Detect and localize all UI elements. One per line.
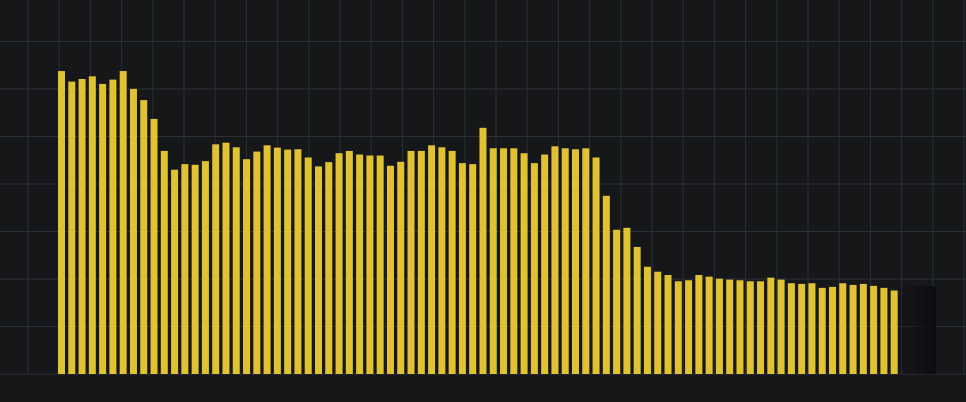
bar (68, 81, 76, 375)
bar (623, 227, 631, 374)
bar (458, 163, 466, 374)
bar (397, 161, 405, 374)
bar (212, 144, 220, 374)
bar (520, 153, 528, 374)
bar (273, 147, 281, 374)
bar (263, 145, 271, 374)
bar (304, 157, 312, 374)
bar (880, 287, 888, 374)
bar (438, 147, 446, 374)
bar (345, 150, 353, 374)
bar (356, 154, 364, 374)
bar (407, 150, 415, 374)
bar (284, 149, 292, 374)
bar (109, 79, 117, 374)
bar (551, 146, 559, 374)
bar (78, 78, 86, 374)
bar (366, 155, 374, 374)
bar (705, 276, 713, 374)
bar (602, 195, 610, 374)
bar (171, 169, 179, 374)
bar (232, 147, 240, 374)
bar (191, 164, 199, 374)
bar (582, 148, 590, 374)
bar (386, 165, 394, 374)
bar (376, 155, 384, 374)
bar (243, 159, 251, 374)
bar (541, 154, 549, 374)
bar (839, 283, 847, 374)
bar (140, 100, 148, 374)
bar (489, 148, 497, 374)
bar (150, 118, 158, 374)
bar (325, 162, 333, 374)
bar (726, 279, 734, 374)
bar (643, 266, 651, 374)
bar (890, 290, 898, 374)
bar (664, 275, 672, 374)
bar (870, 285, 878, 374)
bar (849, 284, 857, 374)
bar (469, 164, 477, 374)
bar (428, 145, 436, 374)
bar (829, 286, 836, 374)
bar (767, 277, 775, 374)
bar (160, 150, 168, 374)
bar (674, 281, 682, 374)
bar (58, 71, 65, 374)
bar (654, 271, 662, 374)
bar (119, 71, 127, 374)
bar (448, 150, 456, 374)
bar (222, 142, 230, 374)
bar (695, 275, 703, 374)
bar (530, 163, 538, 374)
bar (129, 88, 137, 374)
bar (572, 149, 579, 374)
bars (58, 71, 898, 375)
bar (787, 283, 795, 374)
bar (315, 166, 322, 374)
bar (201, 161, 209, 374)
bar (294, 149, 302, 374)
bar (500, 148, 508, 374)
bar (736, 280, 744, 374)
bar (685, 280, 693, 374)
bar (859, 283, 867, 374)
bar (510, 148, 518, 374)
fade-overlay (896, 286, 936, 374)
bar (808, 283, 816, 374)
bar (561, 148, 569, 374)
bar (479, 127, 487, 374)
bar (88, 76, 96, 374)
bar (633, 246, 641, 374)
bar (181, 164, 189, 374)
bar (417, 150, 425, 374)
bar (335, 153, 343, 374)
bar (613, 229, 621, 374)
bar (592, 157, 600, 374)
bar (798, 283, 806, 374)
bar (757, 281, 765, 374)
bar (715, 278, 723, 374)
bar (746, 281, 754, 374)
bar (253, 151, 261, 374)
bar (99, 83, 107, 375)
bar (818, 287, 826, 374)
bar (777, 279, 785, 374)
